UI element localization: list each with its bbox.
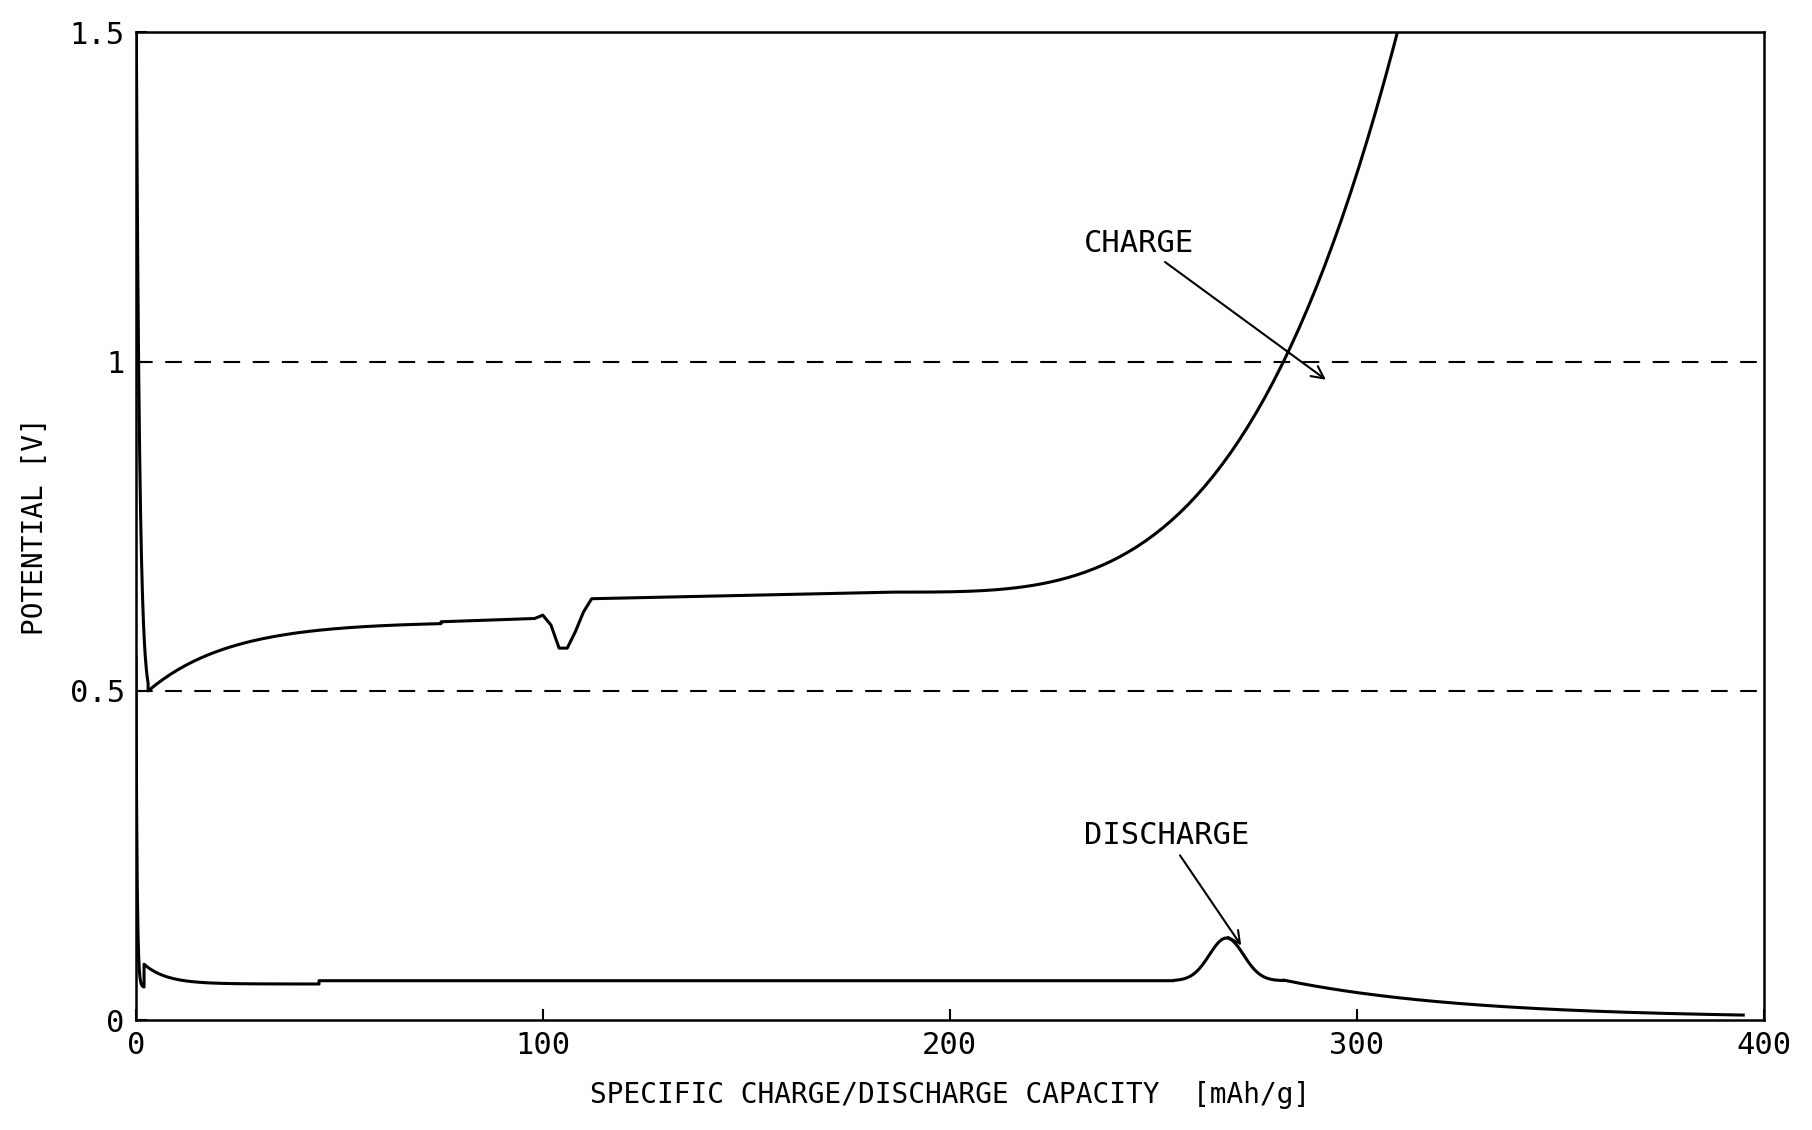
Text: CHARGE: CHARGE xyxy=(1084,228,1325,379)
Text: DISCHARGE: DISCHARGE xyxy=(1084,822,1250,944)
X-axis label: SPECIFIC CHARGE/DISCHARGE CAPACITY  [mAh/g]: SPECIFIC CHARGE/DISCHARGE CAPACITY [mAh/… xyxy=(589,1081,1310,1110)
Y-axis label: POTENTIAL [V]: POTENTIAL [V] xyxy=(20,417,49,635)
